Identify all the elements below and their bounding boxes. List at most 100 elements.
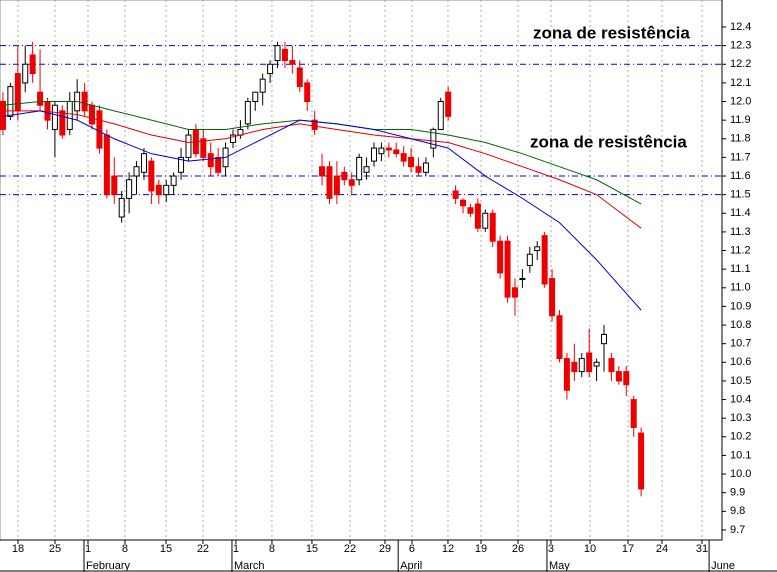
y-tick-label: 10.5 — [730, 375, 751, 387]
candle-body — [341, 171, 348, 181]
candle-body — [460, 199, 467, 207]
candle-body — [608, 358, 615, 373]
candle-body — [155, 184, 162, 196]
x-tick-label: 26 — [512, 543, 524, 555]
candle-body — [59, 110, 66, 136]
candle-body — [148, 160, 155, 192]
candle-body — [111, 175, 118, 196]
x-tick-label: 19 — [475, 543, 487, 555]
y-tick-label: 9.9 — [730, 487, 745, 499]
candle-body — [29, 54, 36, 75]
month-label: April — [400, 560, 422, 572]
candle-body — [44, 101, 51, 121]
y-tick-label: 10.1 — [730, 449, 751, 461]
y-tick-label: 11.3 — [730, 226, 751, 238]
x-tick-label: 29 — [379, 543, 391, 555]
candle-body — [7, 86, 14, 117]
candle-body — [133, 166, 140, 177]
x-tick-label: 15 — [160, 543, 172, 555]
candle-body — [89, 104, 96, 125]
candle-body — [408, 156, 415, 168]
y-tick-label: 10.8 — [730, 319, 751, 331]
x-tick-label: 8 — [269, 543, 275, 555]
candle-body — [126, 179, 133, 199]
candle-body — [66, 101, 73, 130]
candle-body — [326, 166, 333, 199]
candle-body — [215, 156, 222, 173]
candle-body — [489, 212, 496, 242]
x-tick-label: 22 — [197, 543, 209, 555]
y-tick-label: 9.8 — [730, 505, 745, 517]
candle-body — [22, 63, 29, 84]
moving-average — [2, 110, 642, 311]
candle-body — [526, 253, 533, 266]
candle-body — [623, 371, 630, 386]
y-tick-label: 11.2 — [730, 244, 751, 256]
x-tick-label: 8 — [122, 543, 128, 555]
candle-body — [319, 166, 326, 177]
candle-body — [81, 91, 88, 112]
y-tick-label: 10.3 — [730, 412, 751, 424]
y-tick-label: 12.3 — [730, 40, 751, 52]
x-tick-label: 31 — [696, 543, 708, 555]
candle-body — [452, 190, 459, 199]
candle-body — [259, 78, 266, 93]
x-tick-label: 18 — [12, 543, 24, 555]
y-tick-label: 11.4 — [730, 207, 751, 219]
candle-body — [200, 138, 207, 158]
y-tick-label: 9.7 — [730, 524, 745, 536]
y-tick-label: 10.9 — [730, 300, 751, 312]
candle-body — [437, 101, 444, 130]
y-tick-label: 11.0 — [730, 282, 751, 294]
candle-body — [348, 179, 355, 186]
month-label: May — [549, 560, 570, 572]
candle-body — [556, 315, 563, 360]
candle-body — [393, 149, 400, 155]
candle-body — [51, 104, 58, 130]
month-label: March — [234, 560, 265, 572]
candle-body — [467, 207, 474, 214]
candle-body — [400, 153, 407, 162]
candle-body — [422, 162, 429, 173]
y-tick-label: 10.7 — [730, 338, 751, 350]
candle-body — [163, 184, 170, 196]
candle-body — [378, 147, 385, 155]
y-tick-label: 11.6 — [730, 170, 751, 182]
x-tick-label: 1 — [233, 543, 239, 555]
candle-body — [304, 82, 311, 103]
month-label: February — [86, 560, 131, 572]
y-tick-label: 11.8 — [730, 133, 751, 145]
candle-body — [638, 432, 645, 490]
candle-body — [289, 60, 296, 65]
y-tick-label: 11.5 — [730, 189, 751, 201]
candle-body — [296, 67, 303, 88]
candle-body — [267, 63, 274, 75]
candle-body — [103, 134, 110, 196]
candle-body — [630, 399, 637, 428]
candle-body — [0, 101, 6, 130]
candle-body — [601, 333, 608, 345]
candle-body — [541, 235, 548, 285]
x-tick-label: 12 — [442, 543, 454, 555]
candle-body — [311, 119, 318, 130]
y-tick-label: 11.9 — [730, 114, 751, 126]
x-tick-label: 22 — [344, 543, 356, 555]
candle-body — [578, 358, 585, 373]
y-tick-label: 10.4 — [730, 393, 751, 405]
month-label: June — [711, 560, 735, 572]
annotation: zona de resistência — [533, 23, 690, 42]
candle-body — [185, 134, 192, 158]
x-tick-label: 10 — [584, 543, 596, 555]
x-tick-label: 3 — [548, 543, 554, 555]
candle-body — [615, 371, 622, 382]
candle-body — [207, 153, 214, 168]
y-tick-label: 12.1 — [730, 77, 751, 89]
x-tick-label: 15 — [306, 543, 318, 555]
candle-body — [356, 156, 363, 181]
y-tick-label: 11.1 — [730, 263, 751, 275]
plot-area — [0, 0, 723, 541]
y-tick-label: 12.4 — [730, 21, 751, 33]
candle-body — [474, 203, 481, 229]
x-tick-label: 24 — [656, 543, 668, 555]
